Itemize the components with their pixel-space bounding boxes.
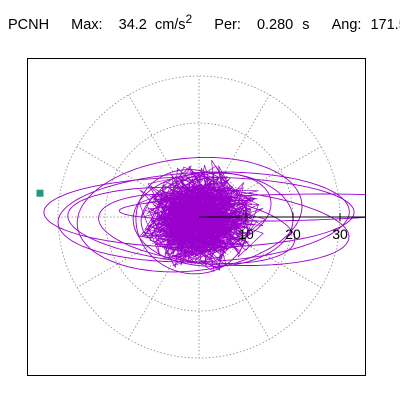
grid-spoke-210	[76, 216, 200, 288]
peak-marker	[36, 189, 44, 197]
grid-spoke-300	[198, 216, 270, 340]
per-label: Per:	[214, 17, 241, 33]
max-unit: cm/s2	[154, 12, 193, 33]
max-label: Max:	[71, 17, 103, 33]
ang-value: 171.5	[370, 17, 400, 33]
trace-loop-1	[43, 176, 355, 249]
radial-tick-label-20: 20	[285, 226, 301, 242]
radial-tick-label-30: 30	[332, 226, 348, 242]
trace-cluster-5	[161, 183, 234, 251]
radial-tick-label-10: 10	[238, 226, 254, 242]
ang-label: Ang:	[331, 17, 362, 33]
trace-loop-3	[67, 186, 350, 266]
max-unit-power: 2	[185, 12, 193, 26]
polar-plot-frame: 10 20 30	[27, 58, 366, 376]
grid-spoke-240	[128, 216, 200, 340]
trace-loop-6	[98, 193, 296, 264]
trace-loop-5	[132, 171, 294, 267]
per-value: 0.280	[256, 17, 294, 33]
trace-loop-0	[118, 193, 365, 222]
per-unit: s	[302, 17, 310, 33]
radial-axis: 10 20 30	[199, 213, 365, 242]
station-code: PCNH	[8, 17, 50, 33]
particle-motion-trace	[43, 156, 365, 275]
trace-loop-4	[76, 156, 303, 273]
grid-spoke-150	[76, 146, 200, 218]
grid-spoke-120	[128, 94, 200, 218]
grid-spoke-60	[198, 94, 270, 218]
polar-plot: 10 20 30	[36, 75, 365, 359]
trace-loop-2	[57, 171, 350, 263]
max-value: 34.2	[118, 17, 147, 33]
peak-marker-layer	[36, 189, 44, 197]
plot-header: PCNH Max: 34.2 cm/s2 Per: 0.280 s Ang: 1…	[8, 12, 400, 36]
grid-spoke-330	[198, 216, 322, 288]
